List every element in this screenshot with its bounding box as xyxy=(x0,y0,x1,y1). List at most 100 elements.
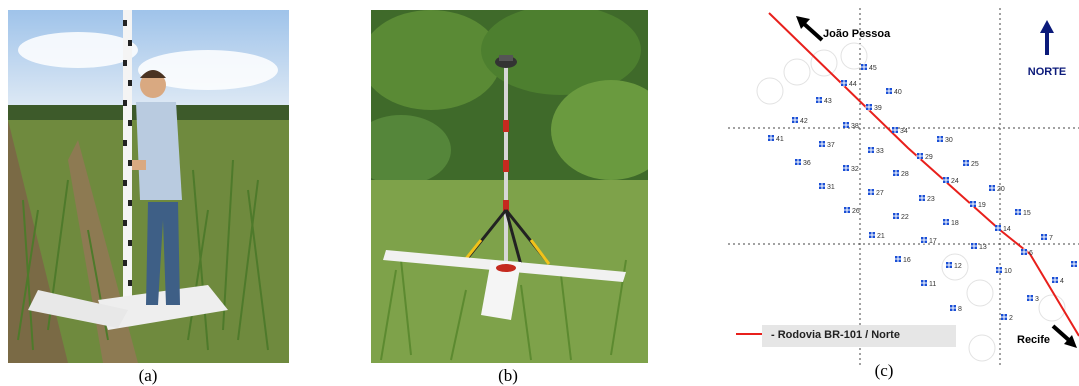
survey-point-label: 34 xyxy=(900,128,908,135)
survey-point-label: 13 xyxy=(979,244,987,251)
survey-point: 13 xyxy=(970,242,987,251)
label-north: NORTE xyxy=(1028,66,1067,78)
survey-point-label: 11 xyxy=(929,281,936,288)
survey-point: 32 xyxy=(842,164,859,173)
survey-point-label: 41 xyxy=(776,136,784,143)
survey-point: 30 xyxy=(936,135,953,144)
survey-point: 28 xyxy=(892,169,909,178)
survey-point-label: 30 xyxy=(945,137,953,144)
survey-point-label: 20 xyxy=(997,186,1005,193)
survey-point: 10 xyxy=(995,266,1012,275)
survey-point: 14 xyxy=(994,224,1011,233)
survey-point-label: 28 xyxy=(901,171,909,178)
survey-point: 37 xyxy=(818,140,835,149)
survey-point: 6 xyxy=(1020,248,1033,257)
survey-point: 41 xyxy=(767,134,784,143)
arrow-recife-head-icon xyxy=(1064,335,1077,348)
grid-lines xyxy=(728,8,1079,365)
survey-point: 24 xyxy=(942,176,959,185)
survey-point: 5 xyxy=(1070,260,1078,268)
arrow-recife-icon xyxy=(1051,324,1073,344)
legend-text: - Rodovia BR-101 / Norte xyxy=(771,329,900,341)
survey-point-label: 42 xyxy=(800,118,808,125)
survey-point-label: 45 xyxy=(869,65,877,72)
survey-point: 25 xyxy=(962,159,979,168)
survey-point-label: 38 xyxy=(851,123,859,130)
survey-point-label: 32 xyxy=(851,166,859,173)
survey-point: 23 xyxy=(918,194,935,203)
survey-point-label: 4 xyxy=(1060,278,1064,285)
survey-point-label: 22 xyxy=(901,214,909,221)
survey-point: 18 xyxy=(942,218,959,227)
survey-point: 20 xyxy=(988,184,1005,193)
survey-point-label: 21 xyxy=(877,233,885,240)
survey-point-label: 8 xyxy=(958,306,962,313)
survey-point: 3 xyxy=(1026,294,1039,303)
survey-point-label: 39 xyxy=(874,105,882,112)
survey-point-label: 17 xyxy=(929,238,937,245)
survey-point-label: 25 xyxy=(971,161,979,168)
survey-point-label: 27 xyxy=(876,190,884,197)
survey-point: 11 xyxy=(920,279,936,288)
survey-point-label: 43 xyxy=(824,98,832,105)
road-br101 xyxy=(768,12,1079,337)
survey-point-label: 3 xyxy=(1035,296,1039,303)
survey-point-label: 14 xyxy=(1003,226,1011,233)
survey-point: 8 xyxy=(949,304,962,313)
north-arrow-head-icon xyxy=(1040,20,1054,33)
survey-point: 31 xyxy=(818,182,835,191)
survey-point: 7 xyxy=(1040,233,1053,242)
survey-point-label: 37 xyxy=(827,142,835,149)
survey-point: 27 xyxy=(867,188,884,197)
survey-point: 22 xyxy=(892,212,909,221)
survey-point: 17 xyxy=(920,236,937,245)
survey-point: 19 xyxy=(969,200,986,209)
survey-point-label: 12 xyxy=(954,263,962,270)
survey-point: 33 xyxy=(867,146,884,155)
survey-point: 38 xyxy=(842,121,859,130)
survey-point: 42 xyxy=(791,116,808,125)
survey-point: 2 xyxy=(1000,313,1013,322)
survey-point: 40 xyxy=(885,87,902,96)
survey-point: 44 xyxy=(840,79,857,88)
survey-point: 34 xyxy=(891,126,908,135)
arrow-joao-pessoa-icon xyxy=(800,20,824,42)
survey-point-label: 15 xyxy=(1023,210,1031,217)
survey-points: 2345678101112131415161718192021222324252… xyxy=(767,63,1078,322)
survey-point: 4 xyxy=(1051,276,1064,285)
survey-point-label: 19 xyxy=(978,202,986,209)
faint-circles xyxy=(756,42,1066,362)
survey-point: 16 xyxy=(894,255,911,264)
survey-point-label: 33 xyxy=(876,148,884,155)
survey-point: 15 xyxy=(1014,208,1031,217)
survey-point-label: 2 xyxy=(1009,315,1013,322)
survey-point-label: 40 xyxy=(894,89,902,96)
survey-point-label: 24 xyxy=(951,178,959,185)
caption-a: (a) xyxy=(138,366,158,385)
survey-point-label: 10 xyxy=(1004,268,1012,275)
label-recife: Recife xyxy=(1017,334,1050,346)
survey-point-label: 16 xyxy=(903,257,911,264)
survey-point: 39 xyxy=(865,103,882,112)
survey-point-label: 36 xyxy=(803,160,811,167)
survey-point-label: 31 xyxy=(827,184,835,191)
survey-point: 12 xyxy=(945,261,962,270)
survey-point-label: 23 xyxy=(927,196,935,203)
legend-box xyxy=(762,325,956,347)
survey-point: 21 xyxy=(868,231,885,240)
arrow-joao-pessoa-head-icon xyxy=(796,16,810,29)
survey-point: 45 xyxy=(860,63,877,72)
survey-point-label: 26 xyxy=(852,208,860,215)
caption-c: (c) xyxy=(874,361,894,380)
label-joao-pessoa: João Pessoa xyxy=(823,28,891,40)
survey-point: 36 xyxy=(794,158,811,167)
photo-surveyor-leveling-rod xyxy=(8,10,289,363)
survey-point-label: 7 xyxy=(1049,235,1053,242)
survey-point-label: 18 xyxy=(951,220,959,227)
caption-b: (b) xyxy=(498,366,518,385)
survey-point-label: 29 xyxy=(925,154,933,161)
survey-point-label: 6 xyxy=(1029,250,1033,257)
survey-map: 2345678101112131415161718192021222324252… xyxy=(728,8,1079,365)
survey-point-label: 44 xyxy=(849,81,857,88)
photo-gps-tripod xyxy=(371,10,648,363)
